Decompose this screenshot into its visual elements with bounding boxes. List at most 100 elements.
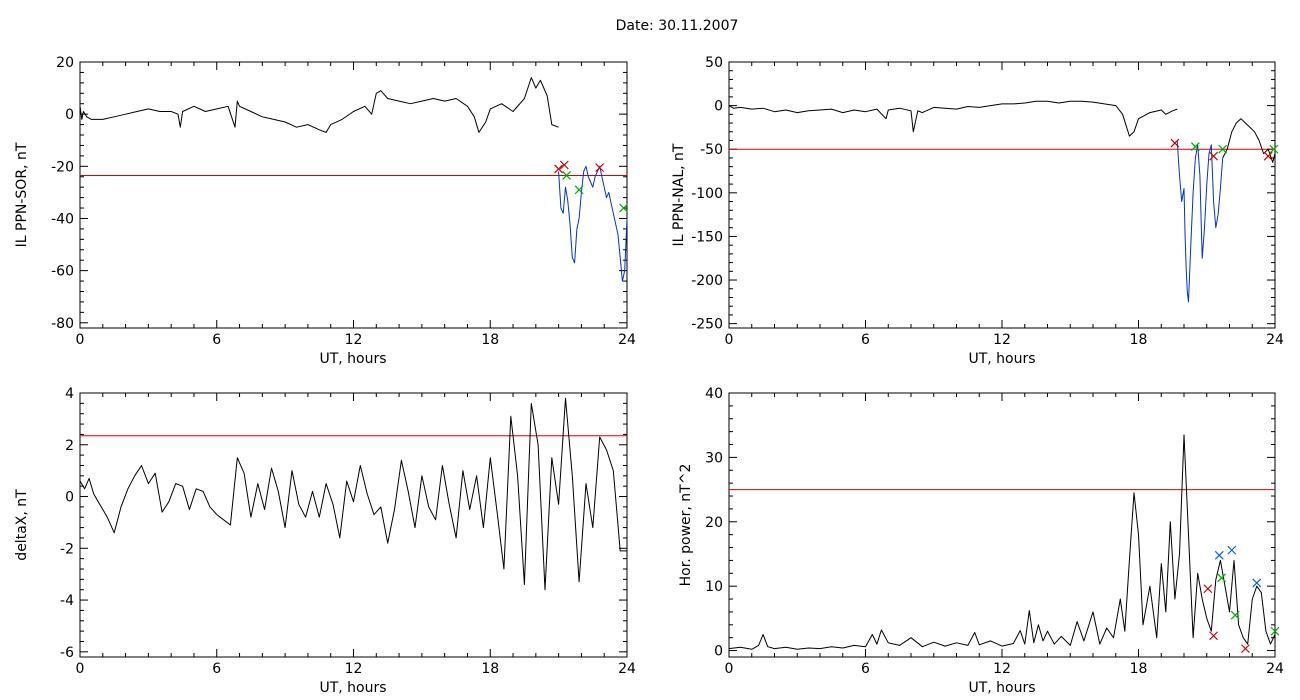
- event-marker: [1214, 550, 1224, 560]
- event-marker: [562, 171, 572, 180]
- x-axis-label: UT, hours: [968, 680, 1035, 696]
- y-tick-label: 10: [705, 579, 723, 595]
- x-tick-label: 24: [618, 332, 636, 348]
- x-tick-label: 24: [1266, 661, 1284, 677]
- event-marker: [1269, 144, 1279, 154]
- x-tick-label: 0: [76, 661, 85, 677]
- event-marker: [574, 185, 584, 195]
- event-marker: [1209, 151, 1218, 161]
- x-tick-label: 24: [1266, 332, 1284, 348]
- ticks: 0 6 12 18 24 -80 -60 -40 -20 0 20: [51, 55, 636, 348]
- series-line: [728, 100, 1178, 137]
- y-tick-label: -4: [60, 593, 74, 609]
- x-tick-label: 6: [212, 332, 221, 348]
- y-tick-label: 40: [705, 386, 723, 402]
- y-tick-label: -60: [51, 264, 74, 280]
- panel-top-left: 0 6 12 18 24 -80 -60 -40 -20 0 20 UT, hours IL PPN…: [14, 55, 636, 367]
- y-axis-label: Hor. power, nT^2: [678, 464, 694, 587]
- y-tick-label: -250: [691, 317, 723, 333]
- x-tick-label: 18: [481, 661, 499, 677]
- x-tick-label: 18: [1130, 332, 1148, 348]
- y-tick-label: -6: [60, 645, 74, 661]
- panel-top-right: 0 6 12 18 24 -250 -200 -150 -100 -50 0 50 UT, hours…: [671, 55, 1284, 367]
- x-tick-label: 18: [1130, 661, 1148, 677]
- event-marker: [1230, 610, 1240, 620]
- ticks: 0 6 12 18 24 0 10 20 30 40: [705, 386, 1284, 677]
- x-tick-label: 0: [76, 332, 85, 348]
- x-tick-label: 12: [993, 332, 1011, 348]
- y-tick-label: 50: [705, 55, 723, 71]
- series-line: [1222, 118, 1276, 163]
- series-line: [558, 165, 628, 282]
- x-tick-label: 6: [861, 661, 870, 677]
- x-tick-label: 24: [618, 661, 636, 677]
- y-axis-label: IL PPN-NAL, nT: [671, 143, 687, 246]
- y-tick-label: 0: [65, 490, 74, 506]
- x-axis-label: UT, hours: [968, 351, 1035, 367]
- panel-bottom-right: 0 6 12 18 24 0 10 20 30 40 UT, hours Hor. power, …: [678, 386, 1284, 696]
- event-marker: [1190, 142, 1200, 152]
- event-marker: [619, 203, 629, 213]
- y-tick-label: 0: [65, 107, 74, 123]
- plot-frame: [79, 61, 628, 329]
- y-tick-label: 2: [65, 438, 74, 454]
- y-axis-label: IL PPN-SOR, nT: [14, 142, 30, 247]
- y-tick-label: 0: [714, 644, 723, 660]
- x-tick-label: 12: [993, 661, 1011, 677]
- y-tick-label: 4: [65, 386, 74, 402]
- event-marker: [554, 164, 564, 174]
- y-tick-label: -20: [51, 159, 74, 175]
- y-tick-label: -40: [51, 211, 74, 227]
- ticks: 0 6 12 18 24 -250 -200 -150 -100 -50 0 50: [691, 55, 1284, 348]
- series-layer: [79, 397, 627, 591]
- event-marker: [1241, 644, 1250, 654]
- x-axis-label: UT, hours: [319, 351, 386, 367]
- event-marker: [1227, 545, 1237, 555]
- event-marker: [1170, 138, 1180, 148]
- series-line: [79, 77, 559, 133]
- page-title: Date: 30.11.2007: [615, 18, 739, 34]
- plot-frame: [728, 392, 1276, 658]
- x-tick-label: 0: [725, 332, 734, 348]
- y-tick-label: -100: [691, 186, 723, 202]
- y-tick-label: -200: [691, 273, 723, 289]
- y-tick-label: 20: [56, 55, 74, 71]
- event-marker: [1203, 584, 1213, 594]
- x-tick-label: 6: [861, 332, 870, 348]
- x-tick-label: 18: [481, 332, 499, 348]
- series-line: [79, 397, 627, 591]
- series-line: [1176, 140, 1224, 303]
- marker-layer: [554, 160, 629, 213]
- y-tick-label: -150: [691, 229, 723, 245]
- x-tick-label: 12: [345, 661, 363, 677]
- event-marker: [559, 160, 569, 170]
- y-tick-label: 30: [705, 450, 723, 466]
- marker-layer: [1203, 545, 1280, 654]
- y-tick-label: -50: [700, 142, 723, 158]
- y-tick-label: -80: [51, 316, 74, 332]
- marker-layer: [1170, 138, 1279, 161]
- x-axis-label: UT, hours: [319, 680, 386, 696]
- event-marker: [595, 163, 605, 173]
- series-layer: [728, 100, 1276, 303]
- event-marker: [1217, 573, 1226, 583]
- plot-frame: [79, 392, 628, 658]
- event-marker: [1252, 578, 1262, 588]
- event-marker: [1270, 626, 1280, 636]
- x-tick-label: 12: [345, 332, 363, 348]
- series-layer: [79, 77, 628, 282]
- y-tick-label: -2: [60, 541, 74, 557]
- event-marker: [1218, 144, 1228, 154]
- series-line: [728, 434, 1276, 650]
- y-axis-label: deltaX, nT: [14, 489, 30, 561]
- y-tick-label: 0: [714, 99, 723, 115]
- y-tick-label: 20: [705, 515, 723, 531]
- x-tick-label: 6: [212, 661, 221, 677]
- event-marker: [1209, 631, 1218, 641]
- x-tick-label: 0: [725, 661, 734, 677]
- series-layer: [728, 434, 1276, 650]
- event-marker: [1263, 151, 1273, 161]
